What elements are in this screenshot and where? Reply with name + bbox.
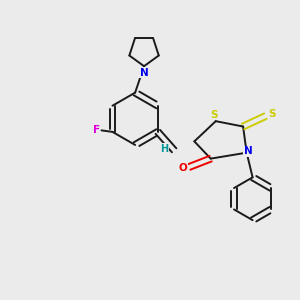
Text: S: S (211, 110, 218, 120)
Text: N: N (244, 146, 253, 156)
Text: F: F (93, 125, 100, 135)
Text: H: H (160, 144, 169, 154)
Text: S: S (268, 109, 276, 119)
Text: O: O (178, 164, 187, 173)
Text: N: N (140, 68, 148, 78)
